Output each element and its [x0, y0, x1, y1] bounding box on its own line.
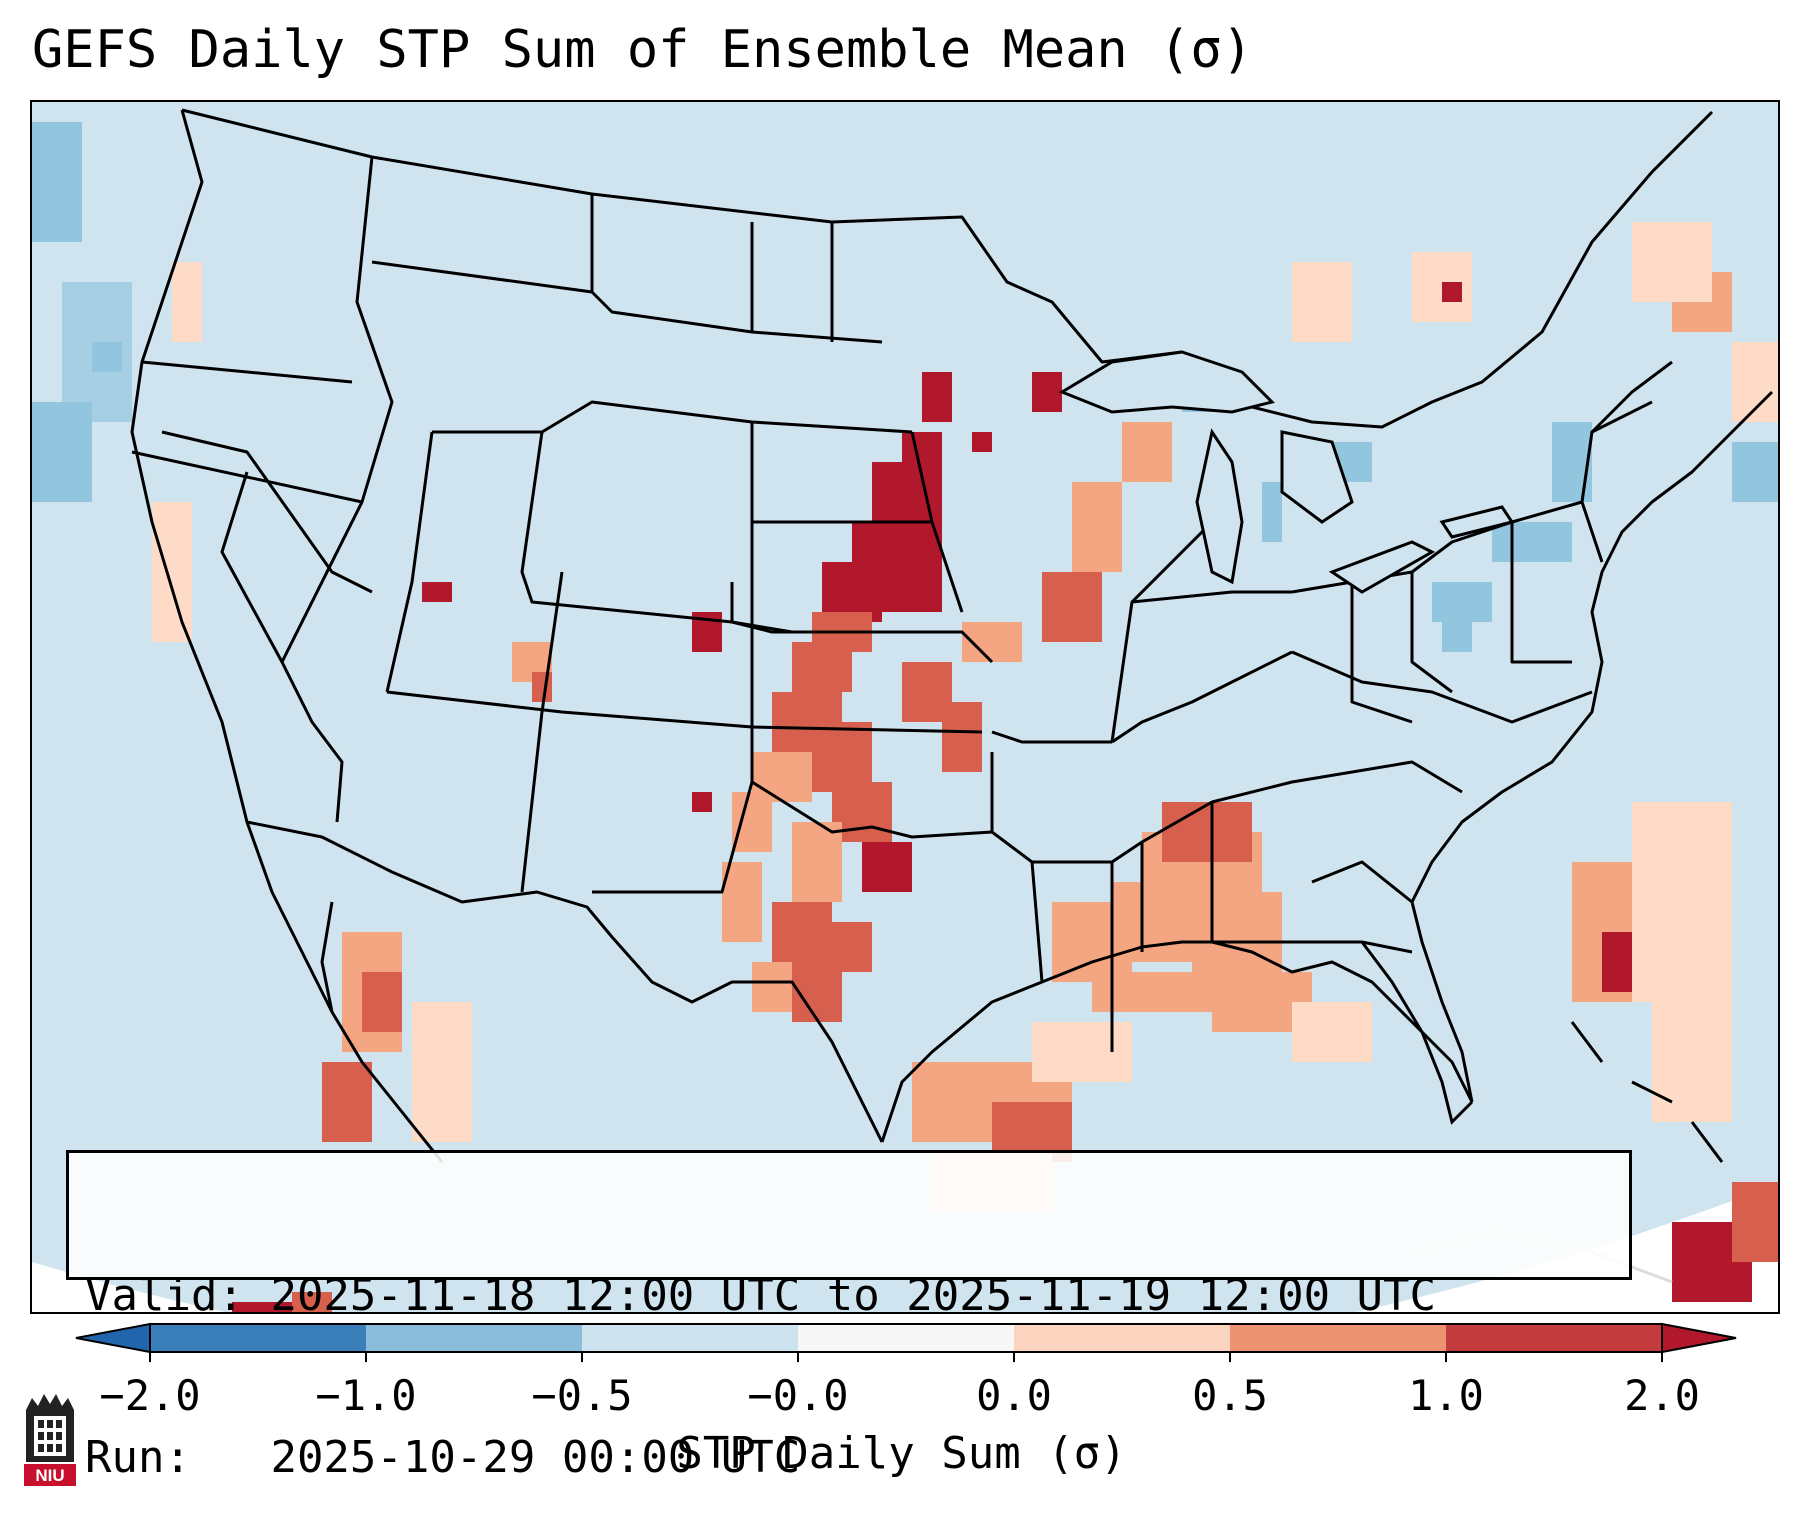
- colorbar-segment: [582, 1324, 798, 1352]
- anomaly-cell: [1052, 902, 1132, 982]
- colorbar-label: STP Daily Sum (σ): [676, 1428, 1127, 1479]
- colorbar-tick-label: 0.5: [1192, 1371, 1268, 1420]
- anomaly-cell: [1492, 522, 1572, 562]
- colorbar-tick-label: 1.0: [1408, 1371, 1484, 1420]
- colorbar-segment: [1230, 1324, 1446, 1352]
- anomaly-cell: [1632, 222, 1712, 302]
- valid-time-box: Valid: 2025-11-18 12:00 UTC to 2025-11-1…: [66, 1150, 1632, 1483]
- colorbar-tick-label: 2.0: [1624, 1371, 1700, 1420]
- anomaly-cell: [1032, 1022, 1132, 1082]
- anomaly-cell: [1262, 482, 1282, 542]
- anomaly-cell: [902, 662, 952, 722]
- colorbar-frame: [149, 1323, 1663, 1353]
- anomaly-cell: [792, 822, 842, 902]
- anomaly-cell: [232, 1302, 292, 1312]
- anomaly-cell: [1652, 1002, 1732, 1122]
- anomaly-cell: [1552, 422, 1592, 502]
- anomaly-cell: [1442, 622, 1472, 652]
- run-line: Run: 2025-10-29 00:00 UTC: [85, 1431, 1613, 1485]
- anomaly-cell: [1432, 582, 1492, 622]
- anomaly-cell: [1032, 372, 1062, 412]
- colorbar-ticks: −2.0 −1.0 −0.5 −0.0 0.0 0.5 1.0 2.0: [99, 1352, 1700, 1420]
- colorbar-extend-high: [1661, 1322, 1737, 1354]
- valid-line: Valid: 2025-11-18 12:00 UTC to 2025-11-1…: [85, 1269, 1613, 1323]
- us-mexico-border: [246, 820, 884, 1143]
- anomaly-cell: [972, 432, 992, 452]
- anomaly-cell: [1072, 482, 1122, 572]
- baja-california: [320, 901, 334, 1013]
- colorbar-segment: [150, 1324, 366, 1352]
- colorbar: −2.0 −1.0 −0.5 −0.0 0.0 0.5 1.0 2.0: [75, 1322, 1737, 1420]
- anomaly-cell: [1732, 1182, 1778, 1262]
- valid-label: Valid:: [85, 1270, 244, 1321]
- colorbar-segments: [75, 1322, 1737, 1354]
- anomaly-cell: [32, 122, 82, 242]
- anomaly-cell: [32, 402, 92, 502]
- west-coastline: [130, 109, 444, 1163]
- colorbar-segment: [1014, 1324, 1230, 1352]
- colorbar-tick-label: −0.0: [747, 1371, 848, 1420]
- colorbar-extend-low: [75, 1322, 151, 1354]
- colorbar-segment: [1446, 1324, 1662, 1352]
- anomaly-cell: [1632, 802, 1732, 1002]
- anomaly-cell: [812, 722, 872, 792]
- anomaly-cell: [412, 1002, 472, 1142]
- anomaly-cell: [722, 862, 762, 942]
- florida-peninsula: [1360, 941, 1474, 1125]
- anomaly-cell: [532, 672, 552, 702]
- map-title: GEFS Daily STP Sum of Ensemble Mean (σ): [32, 20, 1253, 80]
- anomaly-cell: [1162, 802, 1252, 862]
- colorbar-segment: [798, 1324, 1014, 1352]
- anomaly-cell: [322, 1062, 372, 1142]
- anomaly-cell: [1122, 422, 1172, 482]
- run-label: Run:: [85, 1432, 191, 1483]
- anomaly-cell: [362, 972, 402, 1032]
- anomaly-cell: [1292, 1002, 1372, 1062]
- run-value: 2025-10-29 00:00 UTC: [270, 1432, 801, 1483]
- great-lakes: [1058, 350, 1515, 594]
- colorbar-tick-label: −2.0: [99, 1371, 200, 1420]
- lake-huron: [1280, 430, 1354, 524]
- anomaly-cell: [292, 1292, 332, 1312]
- anomaly-cell: [152, 502, 192, 642]
- anomaly-cell: [422, 582, 452, 602]
- anomaly-cell: [922, 372, 952, 422]
- map-panel: [30, 100, 1780, 1314]
- anomaly-cell: [732, 792, 772, 852]
- anomaly-cell: [792, 642, 852, 692]
- niu-logo: NIU: [24, 1394, 76, 1486]
- valid-value: 2025-11-18 12:00 UTC to 2025-11-19 12:00…: [270, 1270, 1437, 1321]
- atlantic-coastline: [1410, 390, 1774, 1103]
- anomaly-cell: [92, 342, 122, 372]
- bahamas: [1570, 1021, 1724, 1163]
- lake-michigan: [1195, 428, 1244, 585]
- lake-ontario: [1439, 505, 1515, 539]
- anomaly-cell: [172, 262, 202, 342]
- colorbar-tick-label: −1.0: [315, 1371, 416, 1420]
- anomaly-cell: [692, 792, 712, 812]
- anomaly-cell: [1042, 572, 1102, 642]
- map-canvas: [32, 102, 1778, 1312]
- lake-erie: [1328, 540, 1436, 594]
- logo-text: NIU: [35, 1466, 64, 1485]
- colorbar-tick-label: −0.5: [531, 1371, 632, 1420]
- anomaly-cell: [1092, 972, 1212, 1012]
- gulf-coastline: [880, 940, 1474, 1143]
- anomaly-cell: [862, 842, 912, 892]
- anomaly-cell: [1292, 262, 1352, 342]
- anomaly-cell: [1732, 442, 1778, 502]
- anomaly-cell: [1442, 282, 1462, 302]
- colorbar-segment: [366, 1324, 582, 1352]
- lake-superior: [1058, 350, 1275, 414]
- colorbar-tick-label: 0.0: [976, 1371, 1052, 1420]
